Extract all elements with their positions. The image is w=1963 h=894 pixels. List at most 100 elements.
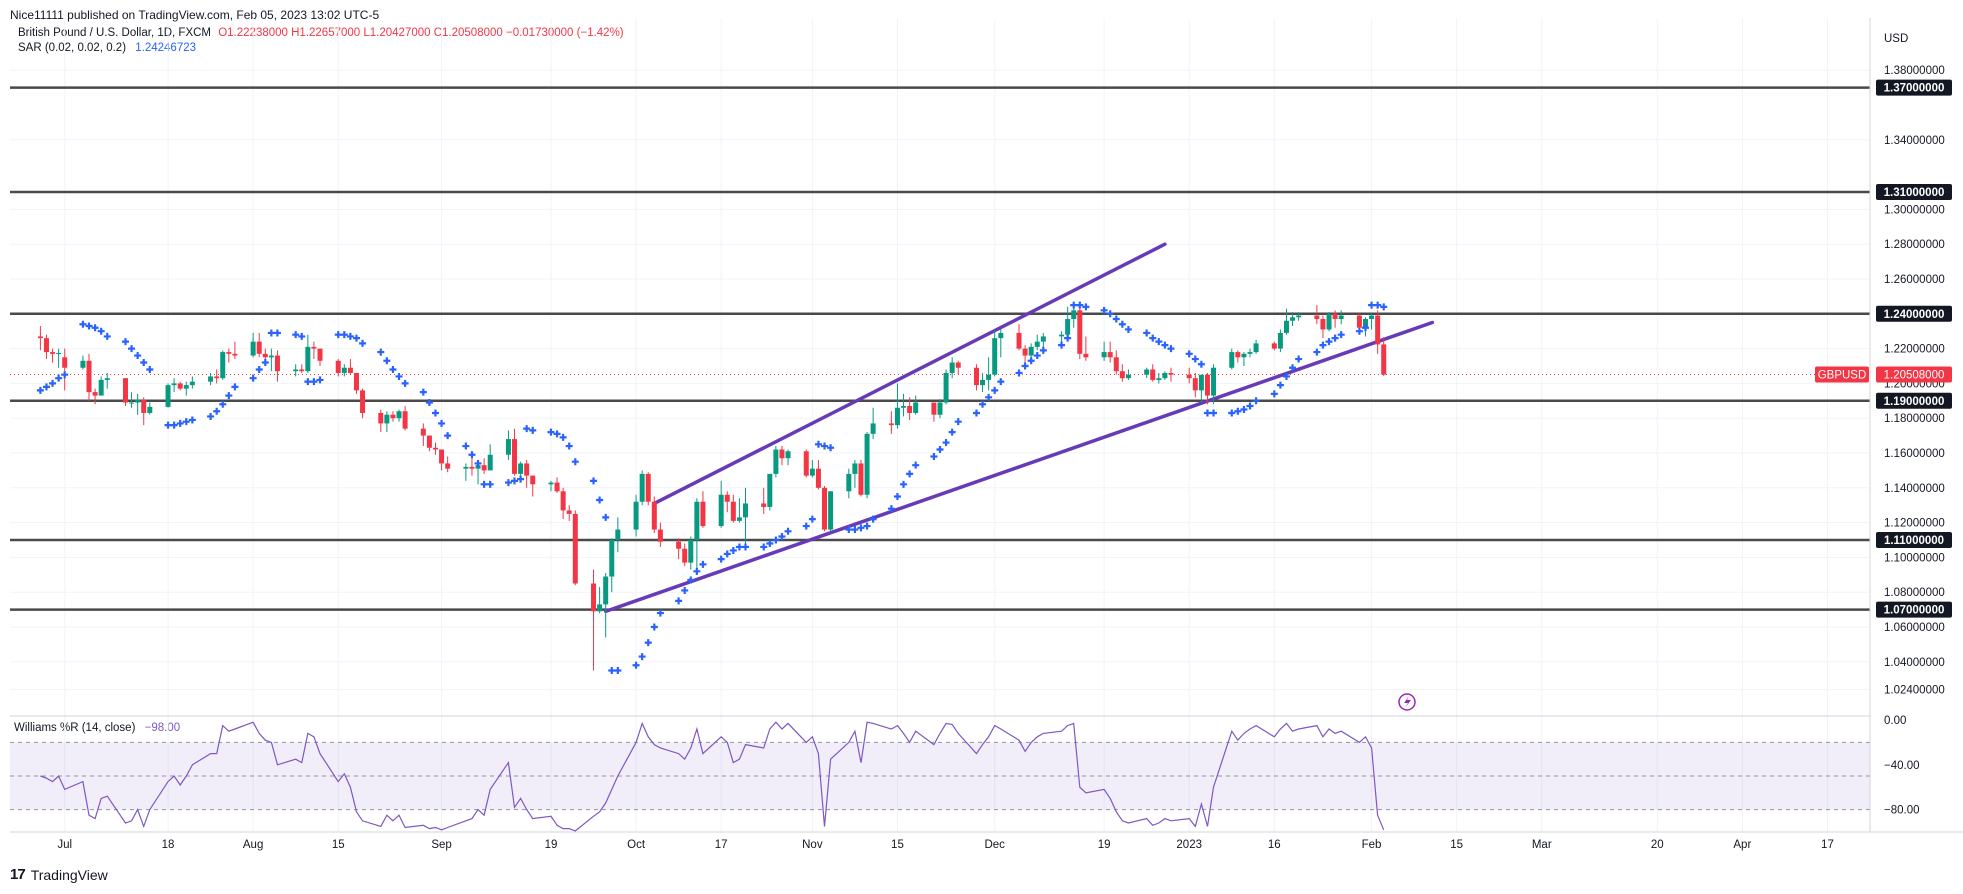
- candle-body: [1065, 319, 1071, 335]
- sar-point: [213, 407, 221, 415]
- sar-point: [85, 322, 93, 330]
- sar-point: [231, 383, 239, 391]
- sar-point: [954, 418, 962, 426]
- sar-point: [778, 533, 786, 541]
- candle-body: [980, 379, 986, 386]
- time-tick-label: Mar: [1532, 839, 1552, 851]
- sar-point: [1374, 301, 1382, 309]
- sar-point: [863, 522, 871, 530]
- candle-body: [80, 360, 86, 368]
- brand-name: TradingView: [30, 866, 108, 883]
- sar-point: [851, 526, 859, 534]
- candle-body: [232, 353, 238, 356]
- candle-body: [1077, 310, 1083, 354]
- candle-body: [426, 435, 432, 448]
- sar-point: [784, 527, 792, 535]
- candle-body: [572, 513, 578, 584]
- sar-point: [596, 496, 604, 504]
- candle-body: [767, 473, 773, 507]
- level-price-tag: [1876, 184, 1952, 200]
- sar-label: SAR (0.02, 0.02, 0.2): [18, 42, 127, 54]
- candle-body: [1125, 374, 1131, 379]
- sar-point: [292, 331, 300, 339]
- candle-body: [718, 494, 724, 527]
- sar-point: [906, 470, 914, 478]
- symbol-legend[interactable]: British Pound / U.S. Dollar, 1D, FXCM O1…: [18, 26, 624, 41]
- candle-body: [1144, 369, 1150, 375]
- candle-body: [1022, 348, 1028, 356]
- sar-point: [42, 383, 50, 391]
- sar-point: [1155, 338, 1163, 346]
- sar-point: [444, 432, 452, 440]
- sar-point: [1124, 325, 1132, 333]
- candle-body: [524, 463, 530, 476]
- candle-body: [439, 449, 445, 464]
- trend-line: [652, 242, 1167, 506]
- candle-body: [815, 468, 821, 488]
- sar-point: [608, 667, 616, 674]
- candle-body: [353, 372, 359, 391]
- sar-point: [310, 378, 318, 386]
- sar-point: [1100, 306, 1108, 314]
- sar-point: [760, 543, 768, 551]
- sar-point: [462, 442, 470, 450]
- candle-body: [1290, 317, 1296, 321]
- candle-body: [1107, 352, 1113, 358]
- sar-value: 1.24246723: [135, 42, 197, 54]
- candle-body: [676, 541, 682, 549]
- time-tick-label: Oct: [627, 839, 646, 851]
- williams-r-value: −98.00: [144, 722, 181, 734]
- sar-point: [638, 653, 646, 661]
- sar-point: [930, 452, 938, 460]
- candle-body: [311, 346, 317, 349]
- candle-body: [986, 374, 992, 380]
- candle-body: [937, 402, 943, 415]
- candle-body: [62, 357, 68, 368]
- sar-point: [140, 359, 148, 367]
- sar-point: [1295, 355, 1303, 363]
- sar-point: [1282, 372, 1290, 380]
- candle-body: [402, 411, 408, 429]
- sar-point: [1106, 310, 1114, 318]
- sar-point: [1380, 303, 1388, 311]
- candle-body: [1198, 374, 1204, 391]
- candle-body: [639, 473, 645, 502]
- time-tick-label: 15: [332, 839, 345, 851]
- candle-body: [518, 463, 524, 474]
- sar-point: [814, 440, 822, 448]
- lightning-bolt-icon: [1404, 696, 1411, 708]
- sar-point: [1313, 348, 1321, 356]
- brand[interactable]: 17 TradingView: [10, 866, 108, 883]
- williams-r-label: Williams %R (14, close): [14, 722, 136, 734]
- sar-legend[interactable]: SAR (0.02, 0.02, 0.2) 1.24246723: [18, 41, 196, 56]
- candle-body: [317, 348, 323, 361]
- axes: [10, 18, 1963, 833]
- axis-labels: Jul 18 Aug 15 Sep 19 Oct 17 Nov 15 Dec 19 2023 16 Feb 1…: [57, 65, 1952, 851]
- candle-body: [1326, 313, 1332, 330]
- candle-body: [141, 399, 147, 413]
- candle-body: [420, 428, 426, 436]
- sar-point: [772, 536, 780, 544]
- candle-body: [256, 341, 262, 354]
- sar-point: [1337, 331, 1345, 339]
- sar-point: [741, 543, 749, 551]
- candle-body: [86, 360, 92, 393]
- williams-r-legend[interactable]: Williams %R (14, close) −98.00: [14, 722, 180, 734]
- sar-point: [1240, 406, 1248, 413]
- candle-body: [761, 503, 767, 507]
- candle-body: [992, 338, 998, 375]
- level-price-tag-label: 1.31000000: [1884, 187, 1945, 199]
- level-price-tag-label: 1.07000000: [1884, 605, 1945, 617]
- candle-body: [694, 501, 700, 540]
- candle-body: [262, 353, 268, 358]
- sar-point: [985, 393, 993, 401]
- sar-point: [425, 399, 433, 407]
- sar-point: [146, 365, 154, 373]
- candle-body: [603, 576, 609, 605]
- sar-point: [1289, 364, 1297, 372]
- sar-point: [1276, 381, 1284, 389]
- sar-point: [401, 379, 409, 387]
- time-tick-label: 15: [1450, 839, 1463, 851]
